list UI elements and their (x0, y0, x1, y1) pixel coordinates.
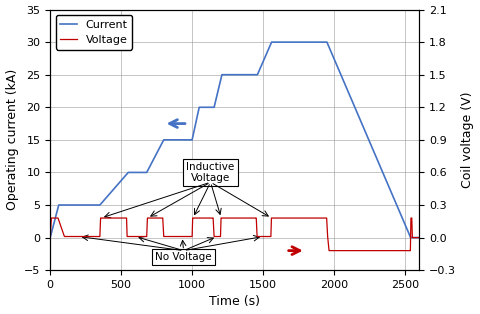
Voltage (161, 235, 167, 238)
X-axis label: Time (s): Time (s) (209, 295, 260, 308)
Current (189, 138, 195, 142)
Voltage (190, 216, 195, 220)
Voltage (48, 236, 53, 240)
Current (254, 73, 260, 77)
Line: Voltage: Voltage (50, 218, 419, 251)
Current (161, 138, 167, 142)
Text: Inductive
Voltage: Inductive Voltage (186, 162, 235, 183)
Voltage (268, 235, 274, 238)
Current (97, 203, 103, 207)
Voltage (61, 235, 67, 238)
Voltage (98, 216, 104, 220)
Voltage (219, 216, 225, 220)
Current (125, 171, 131, 174)
Current (144, 171, 150, 174)
Voltage (269, 216, 275, 220)
Voltage (210, 216, 216, 220)
Current (189, 138, 195, 142)
Current (48, 236, 53, 240)
Voltage (254, 235, 260, 238)
Current (144, 171, 150, 174)
Voltage (48, 216, 54, 220)
Current (324, 40, 330, 44)
Current (97, 203, 103, 207)
Current (161, 138, 167, 142)
Line: Current: Current (50, 42, 419, 238)
Current (61, 203, 67, 207)
Voltage (191, 216, 196, 220)
Current (254, 73, 260, 77)
Voltage (409, 216, 415, 220)
Voltage (145, 216, 151, 220)
Current (269, 40, 275, 44)
Voltage (326, 249, 332, 252)
Current (196, 106, 202, 109)
Y-axis label: Operating current (kA): Operating current (kA) (6, 69, 19, 210)
Current (408, 236, 414, 240)
Voltage (123, 216, 129, 220)
Voltage (210, 216, 216, 220)
Current (56, 203, 61, 207)
Y-axis label: Coil voltage (V): Coil voltage (V) (461, 92, 474, 188)
Voltage (269, 216, 275, 220)
Current (269, 40, 275, 44)
Voltage (124, 235, 130, 238)
Voltage (159, 216, 165, 220)
Voltage (324, 216, 329, 220)
Current (125, 171, 131, 174)
Voltage (324, 216, 330, 220)
Current (416, 236, 422, 240)
Current (219, 73, 225, 77)
Voltage (124, 216, 130, 220)
Current (324, 40, 330, 44)
Current (211, 106, 217, 109)
Current (408, 236, 414, 240)
Voltage (416, 236, 422, 240)
Voltage (253, 216, 259, 220)
Voltage (409, 236, 415, 240)
Voltage (217, 235, 223, 238)
Voltage (211, 235, 217, 238)
Text: No Voltage: No Voltage (156, 252, 212, 262)
Voltage (160, 216, 166, 220)
Voltage (408, 216, 414, 220)
Current (219, 73, 225, 77)
Voltage (98, 216, 104, 220)
Legend: Current, Voltage: Current, Voltage (56, 15, 132, 50)
Voltage (97, 235, 103, 238)
Voltage (325, 235, 331, 238)
Current (196, 106, 202, 109)
Current (211, 106, 217, 109)
Voltage (253, 216, 259, 220)
Voltage (408, 249, 413, 252)
Voltage (144, 235, 150, 238)
Voltage (218, 216, 224, 220)
Voltage (55, 216, 61, 220)
Voltage (189, 235, 195, 238)
Voltage (144, 216, 150, 220)
